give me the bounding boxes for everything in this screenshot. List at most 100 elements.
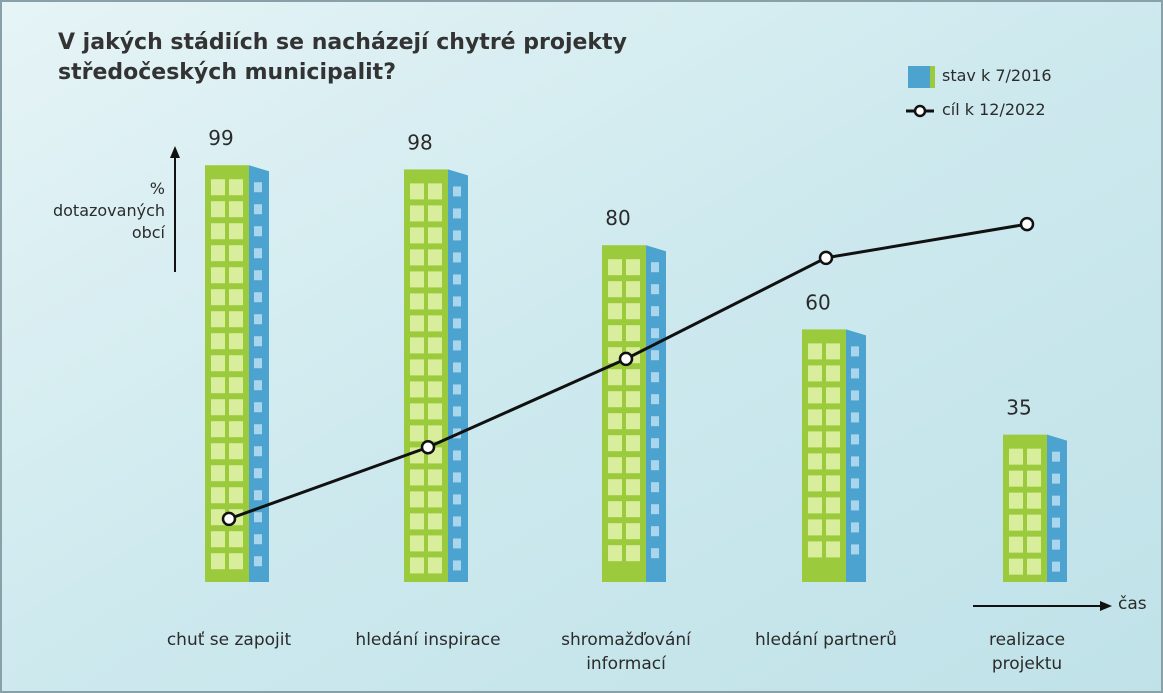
side-window [651,526,659,536]
window [229,355,243,371]
window [1009,559,1023,575]
window [1009,515,1023,531]
x-tick-label: hledání partnerů [726,628,926,652]
window [211,333,225,349]
side-window [453,494,461,504]
window [229,377,243,393]
window [1027,471,1041,487]
window [428,249,442,265]
window [826,343,840,359]
side-window [254,204,262,214]
window [410,359,424,375]
window [808,431,822,447]
window [428,425,442,441]
side-window [453,384,461,394]
window [229,399,243,415]
window [211,245,225,261]
window [626,259,640,275]
window [626,391,640,407]
window [410,271,424,287]
window [626,413,640,429]
side-window [851,456,859,466]
window [428,227,442,243]
value-label: 35 [1006,396,1031,420]
side-window [254,512,262,522]
window [211,179,225,195]
window [626,325,640,341]
page: 9998806035 V jakých stádiích se nacházej… [0,0,1163,693]
window [608,435,622,451]
legend-swatch-side [930,66,935,88]
window [211,201,225,217]
window [1027,559,1041,575]
window [229,311,243,327]
window [1027,449,1041,465]
window [410,315,424,331]
window [1027,493,1041,509]
window [808,541,822,557]
window [211,487,225,503]
side-window [1052,540,1060,550]
window [826,409,840,425]
window [428,205,442,221]
window [626,303,640,319]
value-label: 60 [805,290,830,314]
side-window [851,390,859,400]
side-window [651,482,659,492]
window [1009,493,1023,509]
window [229,289,243,305]
side-window [851,478,859,488]
window [410,205,424,221]
window [808,453,822,469]
window [410,337,424,353]
value-label: 99 [208,126,233,150]
window [428,513,442,529]
window [626,523,640,539]
window [410,469,424,485]
window [229,421,243,437]
window [808,387,822,403]
side-window [453,230,461,240]
side-window [1052,452,1060,462]
side-window [254,182,262,192]
window [608,369,622,385]
side-window [651,504,659,514]
window [608,457,622,473]
window [626,457,640,473]
window [826,475,840,491]
window [808,343,822,359]
window [808,519,822,535]
window [608,523,622,539]
window [211,465,225,481]
side-window [453,362,461,372]
window [410,535,424,551]
window [808,475,822,491]
value-label: 98 [407,130,432,154]
side-window [254,556,262,566]
side-window [1052,562,1060,572]
value-label: 80 [605,206,630,230]
legend-label: cíl k 12/2022 [942,100,1046,119]
window [211,289,225,305]
window [428,183,442,199]
side-window [453,318,461,328]
window [229,553,243,569]
line-marker [820,252,832,264]
y-axis-label: % dotazovaných obcí [0,178,165,244]
side-window [453,560,461,570]
window [410,513,424,529]
window [410,557,424,573]
side-window [254,314,262,324]
window [428,403,442,419]
window [608,501,622,517]
window [229,245,243,261]
side-window [1052,496,1060,506]
window [410,293,424,309]
window [1027,537,1041,553]
window [211,311,225,327]
x-tick-label: shromažďování informací [526,628,726,676]
side-window [651,548,659,558]
window [1027,515,1041,531]
side-window [453,252,461,262]
window [229,465,243,481]
